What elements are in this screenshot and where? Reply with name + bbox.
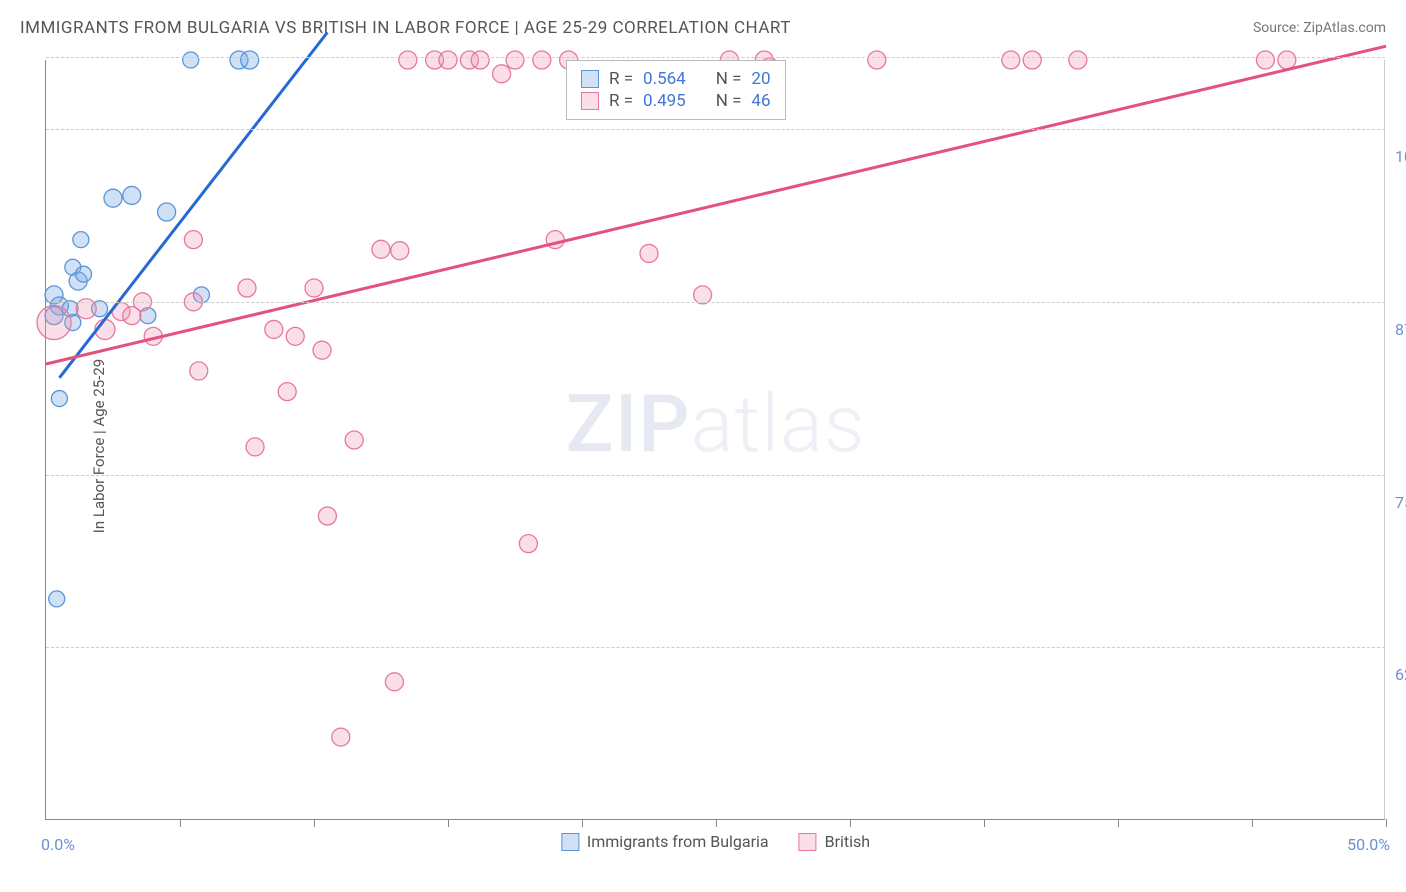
scatter-point-british	[471, 51, 489, 69]
scatter-point-british	[265, 320, 283, 338]
scatter-point-british	[318, 507, 336, 525]
legend-r-label: R =	[609, 91, 633, 111]
legend-row-british: R = 0.495 N = 46	[581, 91, 771, 111]
y-tick-label: 87.5%	[1395, 320, 1406, 339]
legend-item-british: British	[799, 832, 870, 851]
x-tick	[582, 819, 583, 827]
scatter-point-british	[345, 431, 363, 449]
x-tick	[716, 819, 717, 827]
x-tick	[180, 819, 181, 827]
legend-r-value: 0.564	[643, 69, 686, 89]
scatter-point-british	[1023, 51, 1041, 69]
x-tick-label-max: 50.0%	[1347, 835, 1390, 854]
scatter-point-british	[493, 65, 511, 83]
scatter-point-british	[238, 279, 256, 297]
scatter-point-british	[385, 673, 403, 691]
legend-swatch	[581, 70, 599, 88]
scatter-point-british	[184, 231, 202, 249]
chart-title: IMMIGRANTS FROM BULGARIA VS BRITISH IN L…	[20, 18, 791, 38]
scatter-point-british	[372, 240, 390, 258]
scatter-point-bulgaria	[73, 232, 89, 248]
chart-header: IMMIGRANTS FROM BULGARIA VS BRITISH IN L…	[20, 18, 1386, 38]
gridline-h	[46, 129, 1385, 130]
legend-n-value: 46	[751, 91, 770, 111]
y-tick-label: 62.5%	[1395, 665, 1406, 684]
plot-area: ZIPatlas R =0.564N =20R =0.495N =46 Immi…	[45, 60, 1385, 820]
x-tick	[314, 819, 315, 827]
x-tick	[1386, 819, 1387, 827]
legend-series: Immigrants from Bulgaria British	[561, 832, 870, 851]
legend-swatch	[561, 833, 579, 851]
legend-correlation: R = 0.564 N = 20 R = 0.495 N = 46	[566, 60, 786, 120]
scatter-point-british	[391, 242, 409, 260]
legend-n-value: 20	[751, 69, 770, 89]
chart-svg	[46, 60, 1385, 819]
regression-line-bulgaria	[59, 32, 327, 377]
x-tick	[984, 819, 985, 827]
scatter-point-bulgaria	[183, 52, 199, 68]
scatter-point-british	[519, 535, 537, 553]
legend-item-bulgaria: Immigrants from Bulgaria	[561, 832, 769, 851]
scatter-point-british	[868, 51, 886, 69]
scatter-point-bulgaria	[123, 186, 141, 204]
legend-label: Immigrants from Bulgaria	[587, 832, 769, 851]
x-tick	[1118, 819, 1119, 827]
legend-r-value: 0.495	[643, 91, 686, 111]
scatter-point-british	[332, 728, 350, 746]
scatter-point-british	[439, 51, 457, 69]
scatter-point-bulgaria	[158, 203, 176, 221]
scatter-point-bulgaria	[49, 591, 65, 607]
scatter-point-bulgaria	[76, 266, 92, 282]
x-tick-label-min: 0.0%	[41, 835, 75, 854]
scatter-point-british	[399, 51, 417, 69]
gridline-h	[46, 57, 1385, 58]
scatter-point-british	[1069, 51, 1087, 69]
legend-n-label: N =	[716, 69, 742, 89]
legend-swatch	[581, 92, 599, 110]
legend-swatch	[799, 833, 817, 851]
scatter-point-british	[37, 306, 71, 340]
legend-label: British	[825, 832, 870, 851]
legend-row-bulgaria: R = 0.564 N = 20	[581, 69, 771, 89]
x-tick	[448, 819, 449, 827]
gridline-h	[46, 475, 1385, 476]
x-tick	[1252, 819, 1253, 827]
scatter-point-british	[533, 51, 551, 69]
scatter-point-british	[1278, 51, 1296, 69]
scatter-point-british	[190, 362, 208, 380]
scatter-point-british	[640, 244, 658, 262]
scatter-point-bulgaria	[241, 51, 259, 69]
scatter-point-bulgaria	[51, 391, 67, 407]
legend-n-label: N =	[716, 91, 742, 111]
x-tick	[850, 819, 851, 827]
gridline-h	[46, 302, 1385, 303]
scatter-point-british	[246, 438, 264, 456]
scatter-point-british	[1256, 51, 1274, 69]
scatter-point-british	[1002, 51, 1020, 69]
gridline-h	[46, 647, 1385, 648]
scatter-point-british	[506, 51, 524, 69]
scatter-point-british	[278, 383, 296, 401]
y-tick-label: 100.0%	[1395, 147, 1406, 166]
chart-source: Source: ZipAtlas.com	[1253, 20, 1386, 36]
y-tick-label: 75.0%	[1395, 493, 1406, 512]
scatter-point-bulgaria	[104, 189, 122, 207]
legend-r-label: R =	[609, 69, 633, 89]
scatter-point-british	[305, 279, 323, 297]
scatter-point-british	[286, 327, 304, 345]
scatter-point-british	[313, 341, 331, 359]
